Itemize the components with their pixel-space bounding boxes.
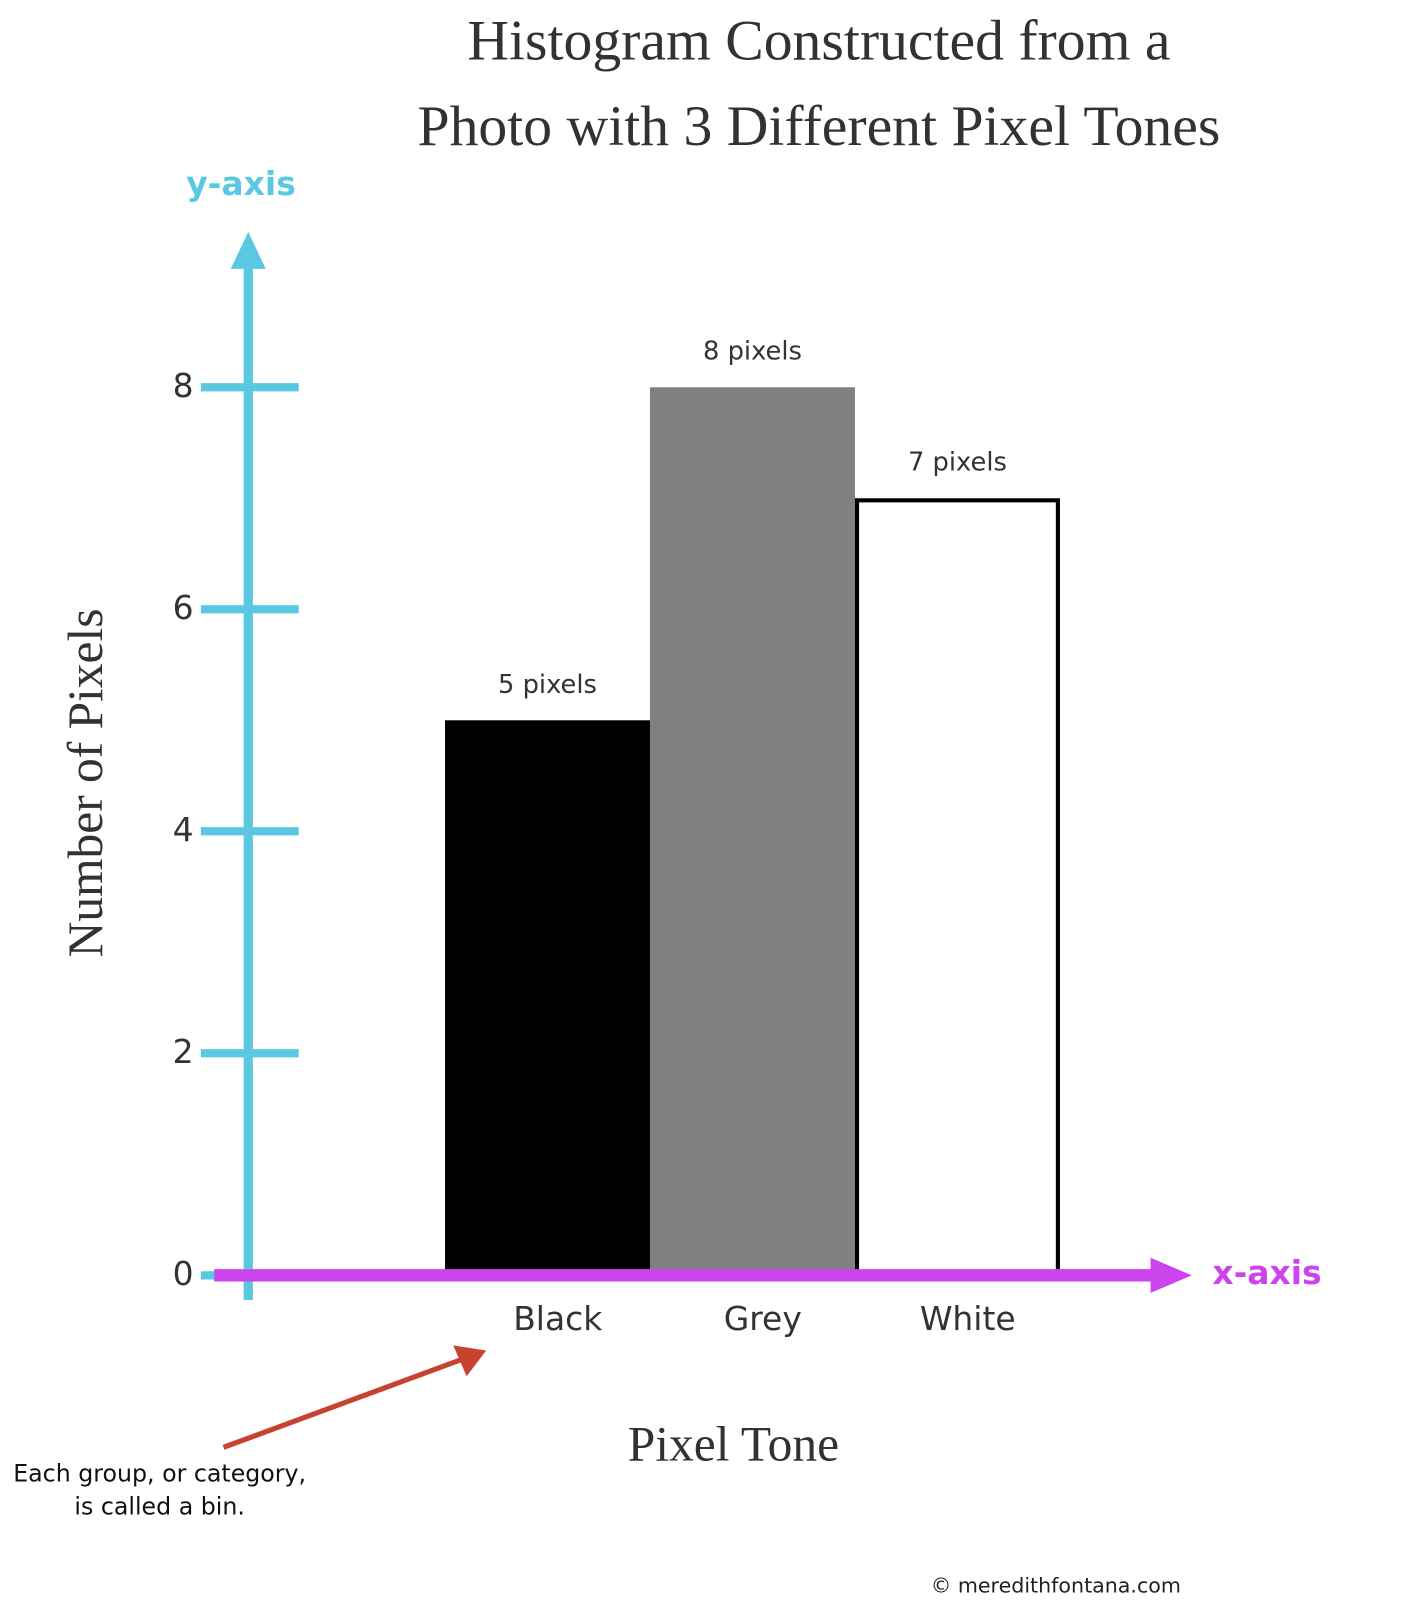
y-axis-arrowhead <box>230 231 266 269</box>
value-label: 8 pixels <box>703 337 802 367</box>
bar <box>444 720 650 1276</box>
y-tick-label: 6 <box>173 588 194 627</box>
y-tick-label: 0 <box>173 1254 194 1293</box>
value-label: 5 pixels <box>498 670 597 700</box>
annotation: Each group, or category, <box>13 1460 306 1488</box>
y-tick-label: 4 <box>173 810 194 849</box>
annotation-arrow <box>222 1356 465 1450</box>
x-tick-label: White <box>920 1299 1016 1338</box>
x-tick-label: Black <box>513 1299 602 1338</box>
x-axis-label: Pixel Tone <box>628 1417 839 1472</box>
chart-title: Photo with 3 Different Pixel Tones <box>418 95 1221 158</box>
y-tick-label: 2 <box>173 1032 194 1071</box>
annotation: is called a bin. <box>74 1493 245 1521</box>
y-axis-tag: y-axis <box>186 164 296 203</box>
x-axis-tag: x-axis <box>1212 1253 1321 1292</box>
bar <box>649 387 855 1276</box>
x-axis-arrowhead <box>1150 1257 1192 1293</box>
chart-title: Histogram Constructed from a <box>467 10 1170 73</box>
bar <box>854 498 1060 1278</box>
annotation-arrowhead <box>453 1345 487 1377</box>
credit: © meredithfontana.com <box>931 1573 1181 1597</box>
value-label: 7 pixels <box>908 448 1007 478</box>
y-tick-label: 8 <box>173 366 194 405</box>
y-axis-label: Number of Pixels <box>58 609 113 958</box>
x-tick-label: Grey <box>724 1299 802 1338</box>
